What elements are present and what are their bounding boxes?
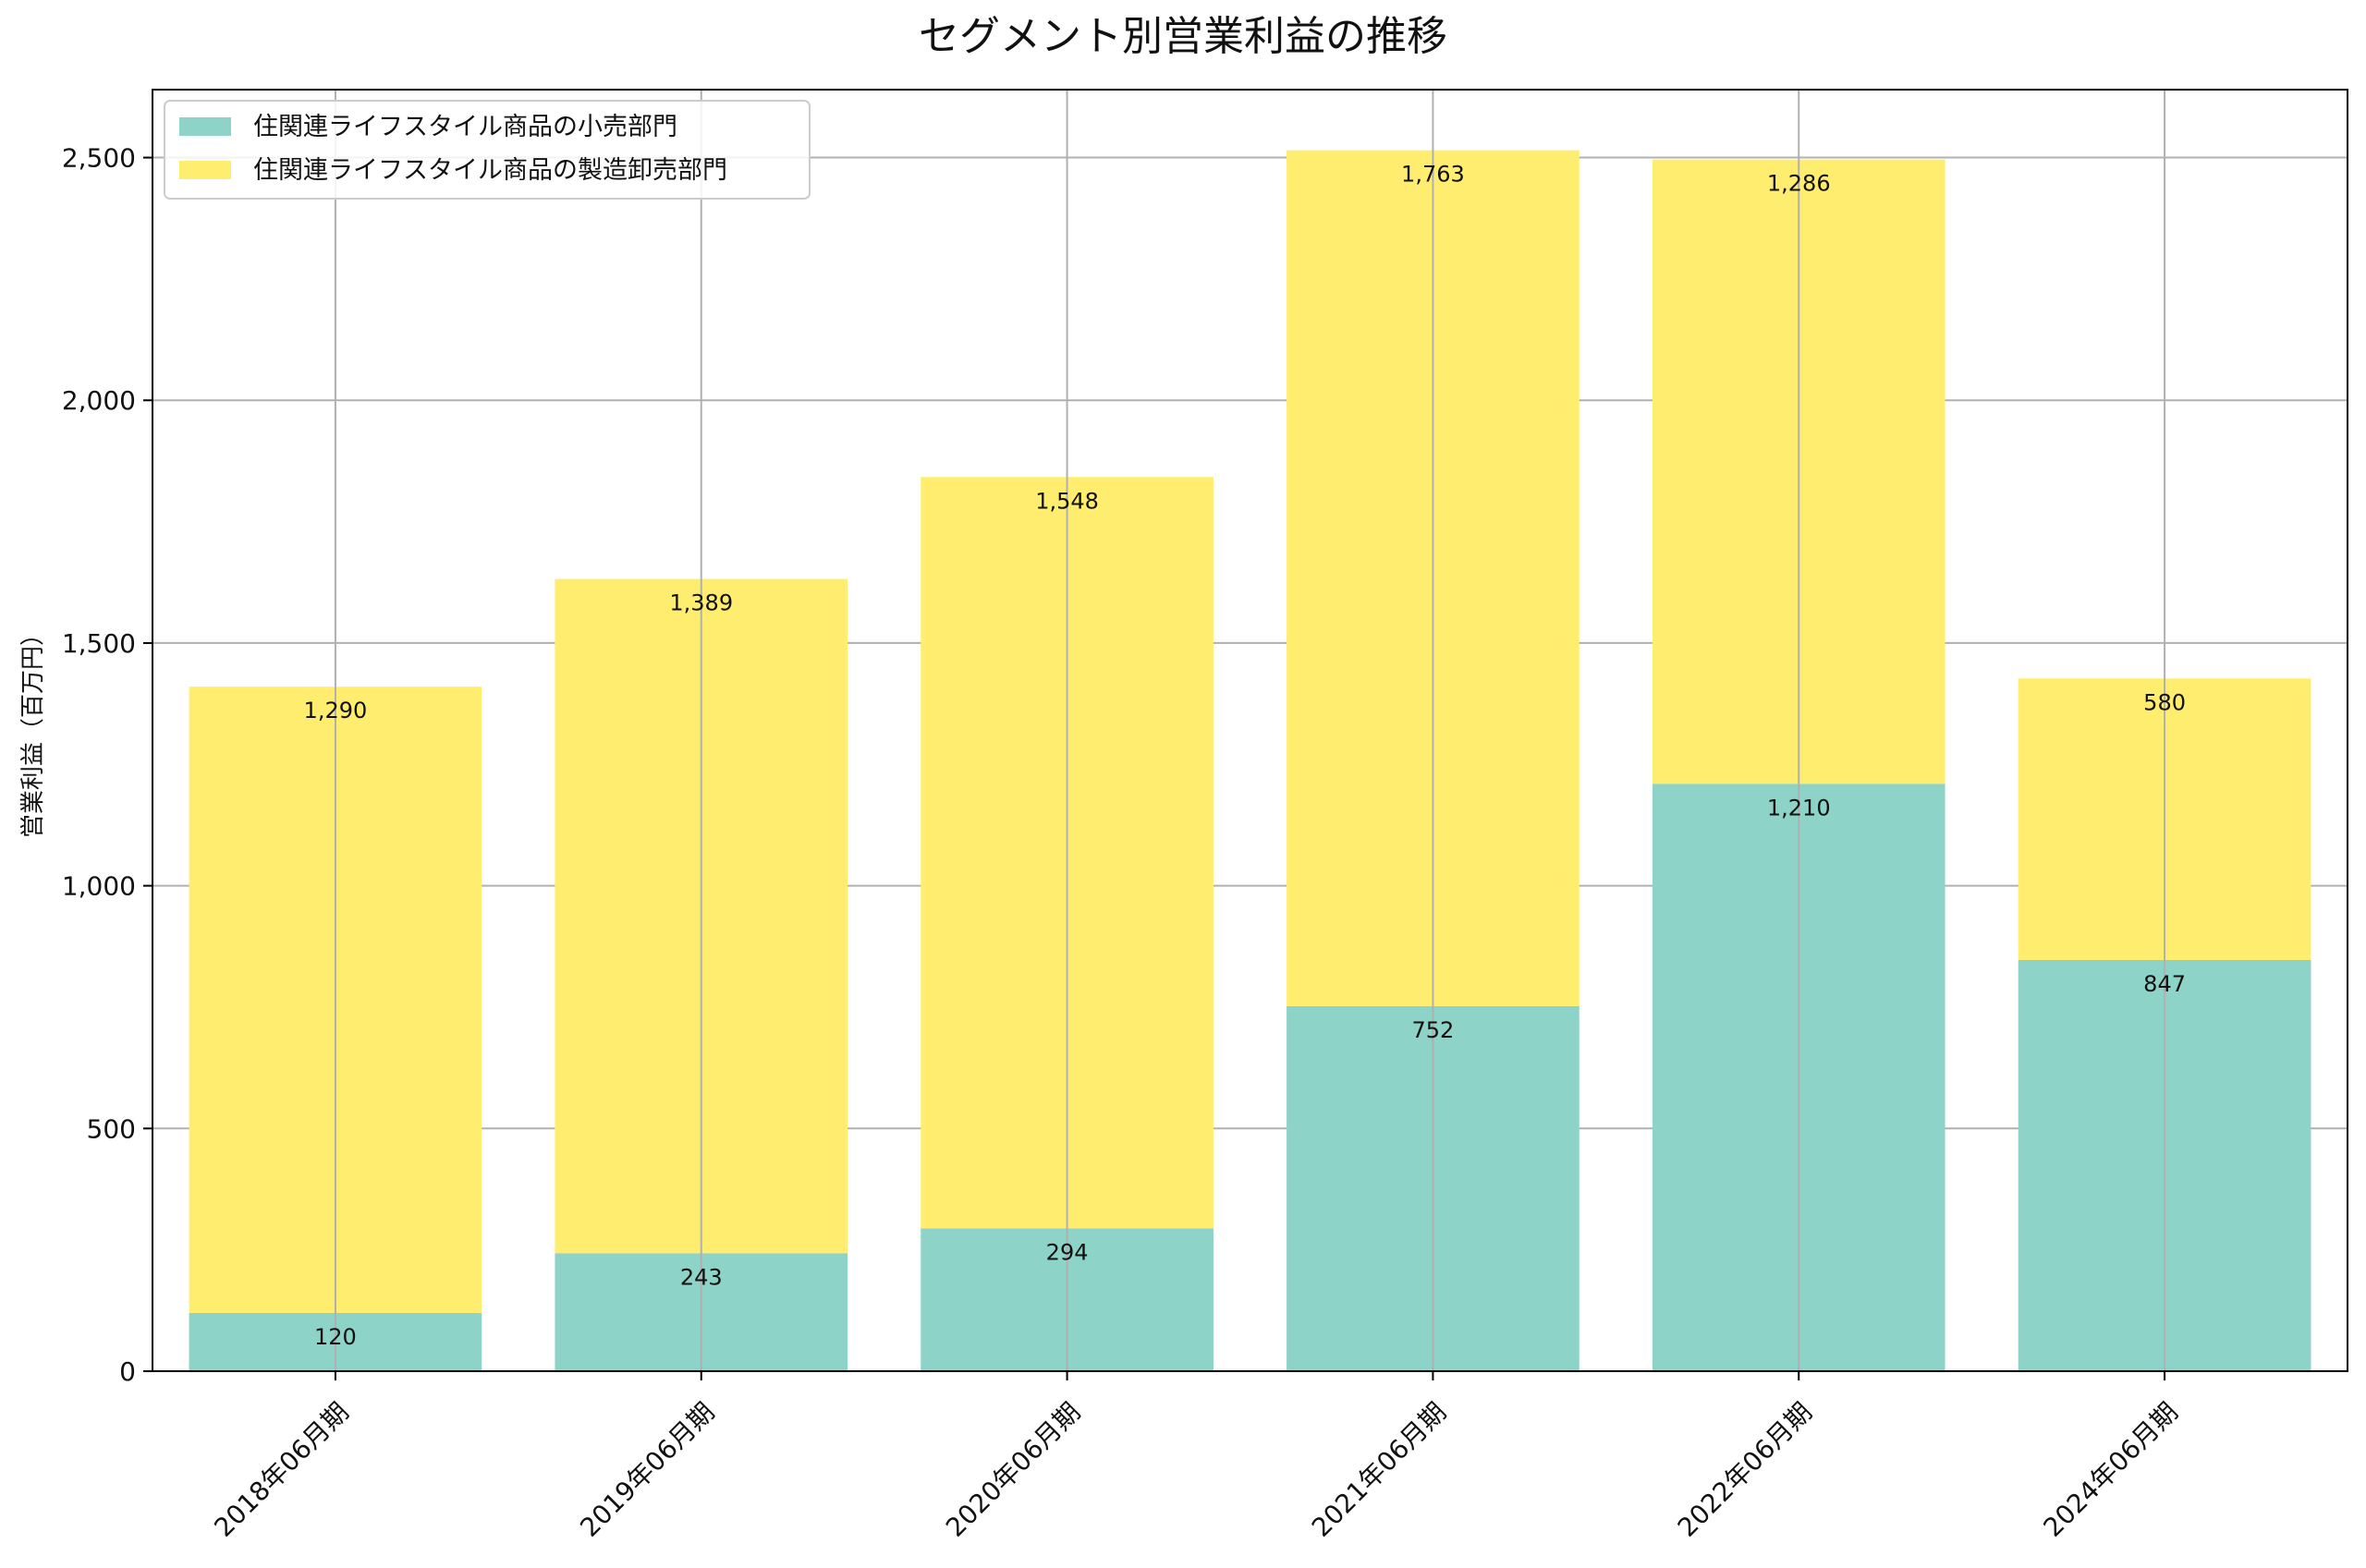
bar-value-label: 120 — [314, 1324, 357, 1350]
y-tick-label: 1,500 — [62, 628, 136, 659]
bar-value-label: 1,763 — [1401, 162, 1465, 188]
bar-value-label: 294 — [1046, 1240, 1089, 1266]
bar-value-label: 1,389 — [669, 590, 733, 616]
bar-value-label: 243 — [680, 1264, 723, 1290]
legend-label: 住関連ライフスタイル商品の製造卸売部門 — [253, 156, 727, 185]
y-tick-label: 1,000 — [62, 871, 136, 902]
plot-frame — [152, 89, 2348, 1372]
bar-value-label: 847 — [2143, 971, 2186, 997]
x-tick-label: 2021年06月期 — [1306, 1396, 1452, 1542]
x-tick-label: 2019年06月期 — [574, 1396, 720, 1542]
bar-value-label: 752 — [1412, 1017, 1455, 1043]
bars — [189, 150, 2311, 1371]
bar-value-label: 580 — [2143, 689, 2186, 715]
y-tick-label: 2,500 — [62, 143, 136, 174]
x-tick-label: 2022年06月期 — [1672, 1396, 1818, 1542]
bar-value-label: 1,210 — [1767, 795, 1831, 820]
y-tick-label: 2,000 — [62, 385, 136, 416]
data-labels: 120 243 294 752 1,210 847 1,290 1,389 1,548 1,763… — [304, 162, 2186, 1350]
legend-swatch — [179, 161, 231, 179]
x-tick-label: 2024年06月期 — [2038, 1396, 2184, 1542]
bar-value-label: 1,548 — [1035, 488, 1099, 514]
legend-frame — [164, 100, 811, 200]
x-gridlines — [334, 90, 2166, 1371]
bar-value-label: 1,286 — [1767, 171, 1831, 197]
x-tick-label: 2020年06月期 — [940, 1396, 1086, 1542]
chart-title: セグメント別営業利益の推移 — [919, 13, 1447, 60]
legend-label: 住関連ライフスタイル商品の小売部門 — [253, 113, 677, 141]
legend-swatch — [179, 117, 231, 136]
bar-value-label: 1,290 — [304, 698, 368, 723]
x-tick-label: 2018年06月期 — [208, 1396, 354, 1542]
y-axis-label: 営業利益（百万円） — [19, 622, 47, 838]
y-tick-label: 500 — [87, 1113, 136, 1144]
y-tick-label: 0 — [119, 1356, 136, 1387]
